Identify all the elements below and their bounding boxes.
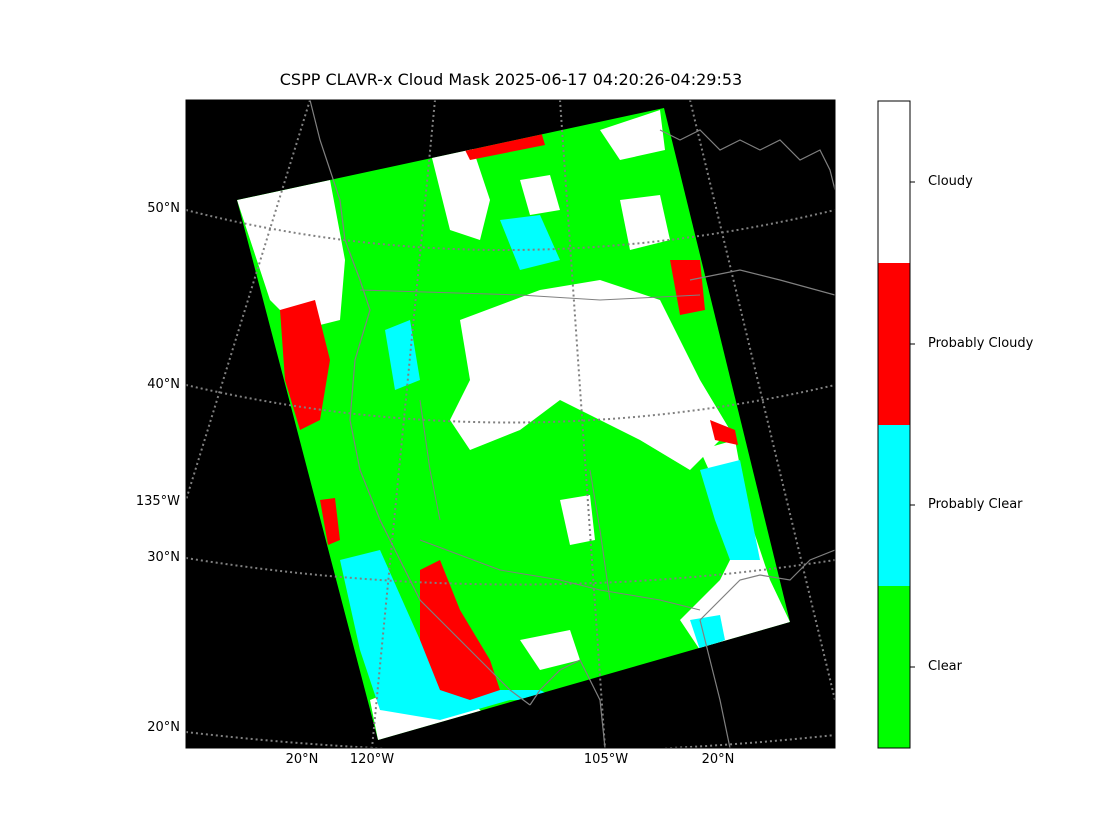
lat-label-50n: 50°N [147,201,180,216]
map-frame [185,99,836,749]
lat-label-40n: 40°N [147,377,180,392]
lat-label-20n: 20°N [147,720,180,735]
coastlines [309,100,835,748]
map-title: CSPP CLAVR-x Cloud Mask 2025-06-17 04:20… [279,70,743,89]
colorbar-segment-cloudy [878,101,910,263]
colorbar-segment-clear [878,586,910,748]
state-borders [359,289,701,611]
colorbar-segment-probably-clear [878,425,910,586]
colorbar-frame [877,100,911,749]
legend-label-probably-clear: Probably Clear [928,497,1023,512]
legend-label-clear: Clear [928,659,962,674]
lat-label-30n: 30°N [147,550,180,565]
legend-label-probably-cloudy: Probably Cloudy [928,336,1034,351]
colorbar-segment-probably-cloudy [878,263,910,425]
bottom-label-20n-left: 20°N [285,752,319,767]
probably-clear-regions [340,215,760,720]
bottom-label-20n-right: 20°N [701,752,735,767]
lon-label-120w: 120°W [349,752,395,767]
lon-label-105w: 105°W [583,752,629,767]
lon-label-135w: 135°W [135,494,180,509]
graticule [186,100,835,748]
legend-label-cloudy: Cloudy [928,174,973,189]
colorbar [877,100,915,749]
